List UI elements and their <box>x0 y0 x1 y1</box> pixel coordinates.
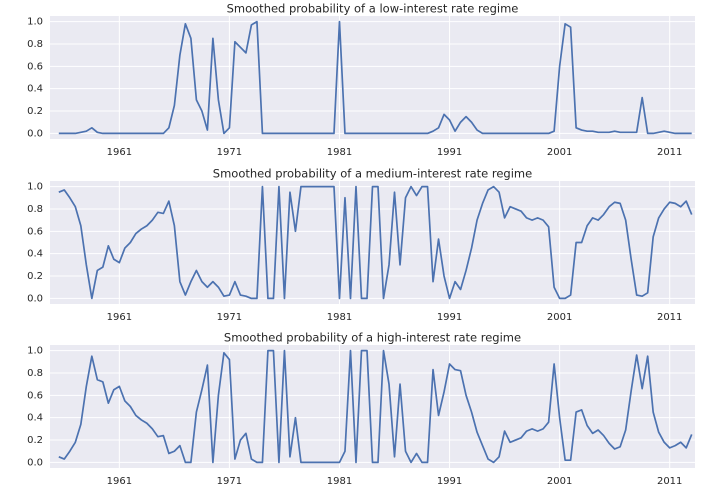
x-tick-label: 1971 <box>217 147 242 158</box>
x-tick-label: 1961 <box>107 476 132 487</box>
y-tick-label: 1.0 <box>27 17 43 28</box>
x-tick-label: 1981 <box>327 147 352 158</box>
y-tick-label: 0.0 <box>27 128 43 139</box>
data-line <box>58 20 692 135</box>
x-tick-label: 1961 <box>107 312 132 323</box>
y-tick-label: 0.8 <box>27 368 43 379</box>
x-tick-label: 2001 <box>547 147 572 158</box>
x-tick-label: 1971 <box>217 312 242 323</box>
x-tick-label: 1981 <box>327 312 352 323</box>
chart-title: Smoothed probability of a low-interest r… <box>227 2 519 16</box>
x-tick-label: 1991 <box>437 147 462 158</box>
x-tick-label: 2001 <box>547 476 572 487</box>
x-tick-label: 1971 <box>217 476 242 487</box>
x-tick-label: 1981 <box>327 476 352 487</box>
chart-title: Smoothed probability of a high-interest … <box>224 331 521 345</box>
y-tick-label: 0.4 <box>27 84 43 95</box>
y-tick-label: 0.2 <box>27 435 43 446</box>
y-tick-label: 0.6 <box>27 390 43 401</box>
x-tick-label: 1991 <box>437 476 462 487</box>
y-tick-label: 0.2 <box>27 271 43 282</box>
chart-title: Smoothed probability of a medium-interes… <box>213 167 532 181</box>
y-tick-label: 1.0 <box>27 182 43 193</box>
x-tick-label: 2001 <box>547 312 572 323</box>
x-tick-label: 2011 <box>657 312 682 323</box>
y-tick-label: 0.4 <box>27 249 43 260</box>
x-tick-label: 2011 <box>657 476 682 487</box>
x-tick-label: 1991 <box>437 312 462 323</box>
y-tick-label: 0.0 <box>27 457 43 468</box>
y-tick-label: 0.0 <box>27 293 43 304</box>
plot-area <box>50 16 695 139</box>
y-tick-label: 0.6 <box>27 226 43 237</box>
y-tick-label: 0.4 <box>27 413 43 424</box>
data-line <box>58 349 693 464</box>
y-tick-label: 0.8 <box>27 204 43 215</box>
y-tick-label: 1.0 <box>27 346 43 357</box>
y-tick-label: 0.8 <box>27 39 43 50</box>
y-tick-label: 0.2 <box>27 106 43 117</box>
y-tick-label: 0.6 <box>27 61 43 72</box>
data-line <box>58 185 693 300</box>
x-tick-label: 2011 <box>657 147 682 158</box>
x-tick-label: 1961 <box>107 147 132 158</box>
